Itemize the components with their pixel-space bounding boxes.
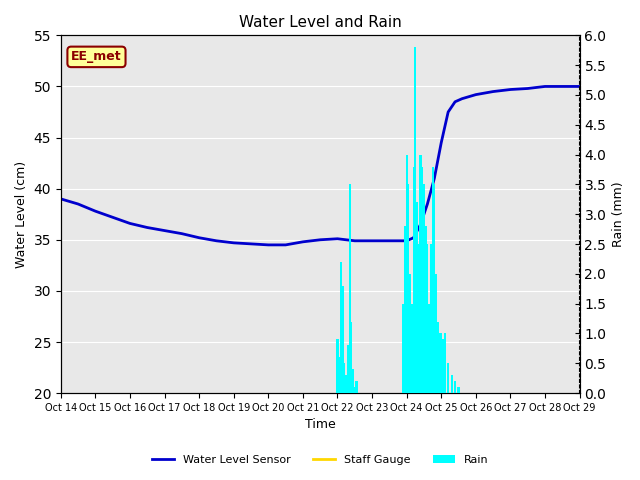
Bar bbox=[414, 47, 417, 393]
Bar bbox=[355, 381, 358, 393]
Bar bbox=[419, 155, 422, 393]
Bar bbox=[340, 262, 342, 393]
Bar bbox=[436, 322, 439, 393]
Bar bbox=[349, 184, 351, 393]
Bar bbox=[421, 167, 423, 393]
Bar bbox=[433, 184, 435, 393]
Y-axis label: Water Level (cm): Water Level (cm) bbox=[15, 161, 28, 268]
Bar bbox=[440, 334, 442, 393]
Bar bbox=[428, 304, 430, 393]
Text: EE_met: EE_met bbox=[71, 50, 122, 63]
Y-axis label: Rain (mm): Rain (mm) bbox=[612, 181, 625, 247]
Bar bbox=[454, 381, 456, 393]
Bar bbox=[409, 274, 411, 393]
Bar bbox=[418, 244, 420, 393]
Bar bbox=[347, 346, 349, 393]
Bar bbox=[342, 286, 344, 393]
Bar bbox=[431, 167, 434, 393]
Bar bbox=[404, 226, 406, 393]
Bar bbox=[411, 304, 413, 393]
Bar bbox=[451, 375, 452, 393]
Bar bbox=[406, 155, 408, 393]
Bar bbox=[350, 322, 353, 393]
Bar bbox=[423, 184, 425, 393]
Bar bbox=[343, 363, 346, 393]
Bar bbox=[338, 357, 340, 393]
Bar bbox=[435, 274, 437, 393]
Bar bbox=[345, 375, 347, 393]
Legend: Water Level Sensor, Staff Gauge, Rain: Water Level Sensor, Staff Gauge, Rain bbox=[147, 451, 493, 469]
Bar bbox=[413, 167, 415, 393]
Bar bbox=[430, 244, 432, 393]
Bar bbox=[352, 369, 354, 393]
Bar bbox=[447, 363, 449, 393]
Title: Water Level and Rain: Water Level and Rain bbox=[239, 15, 401, 30]
Bar bbox=[438, 334, 440, 393]
Bar bbox=[407, 184, 410, 393]
Bar bbox=[416, 202, 418, 393]
Bar bbox=[424, 226, 427, 393]
Bar bbox=[458, 387, 460, 393]
Bar bbox=[337, 339, 339, 393]
Bar bbox=[442, 339, 444, 393]
Bar bbox=[426, 244, 428, 393]
X-axis label: Time: Time bbox=[305, 419, 335, 432]
Bar bbox=[444, 334, 445, 393]
Bar bbox=[354, 387, 356, 393]
Bar bbox=[402, 304, 404, 393]
